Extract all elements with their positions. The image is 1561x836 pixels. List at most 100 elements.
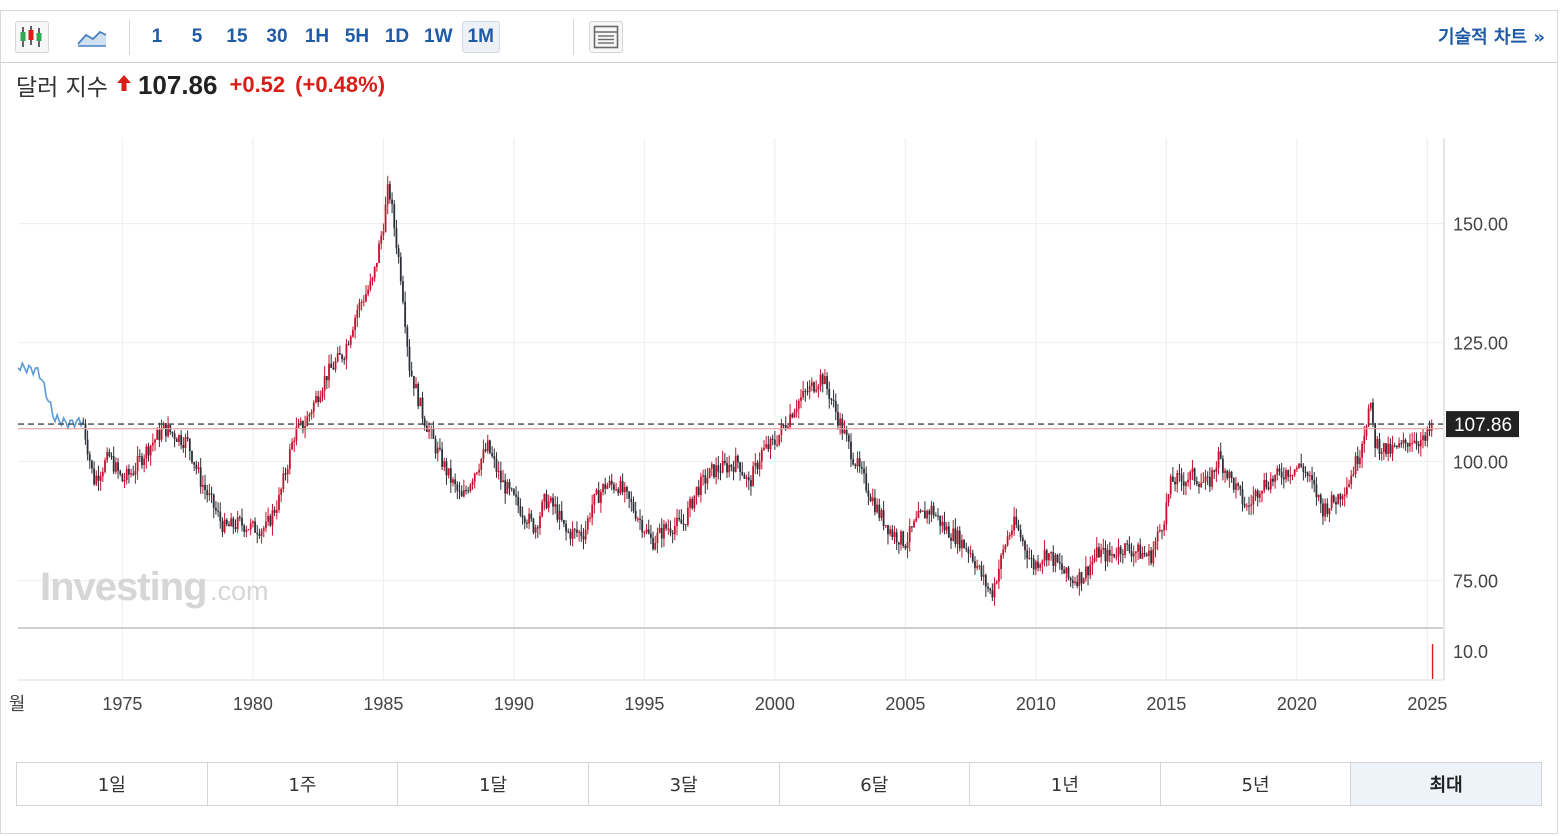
candle-body: [958, 530, 961, 549]
candle-body: [739, 462, 741, 473]
candle-body: [726, 463, 728, 473]
candle-body: [312, 402, 315, 412]
interval-1m[interactable]: 1M: [461, 21, 500, 53]
candle-body: [554, 504, 557, 507]
candle-body: [1178, 473, 1181, 475]
period-button[interactable]: 1년: [970, 763, 1161, 805]
candle-body: [1293, 469, 1296, 475]
interval-1w[interactable]: 1W: [424, 26, 453, 47]
candle-body: [310, 411, 313, 415]
candle-body: [871, 497, 874, 502]
candle-body: [850, 441, 852, 460]
candle-body: [965, 547, 968, 550]
candle-body: [1028, 557, 1031, 559]
candle-body: [354, 317, 357, 330]
candle-body: [632, 502, 635, 511]
candle-body: [1335, 501, 1337, 505]
candle-body: [1004, 545, 1007, 550]
period-button[interactable]: 1주: [208, 763, 399, 805]
candle-body: [578, 531, 581, 533]
candle-body: [504, 480, 507, 494]
candle-body: [917, 510, 920, 519]
period-button[interactable]: 6달: [780, 763, 971, 805]
period-button[interactable]: 1달: [398, 763, 589, 805]
interval-5h[interactable]: 5H: [344, 26, 370, 47]
watermark-brand: Investing: [40, 565, 207, 609]
candle-body: [204, 484, 206, 491]
interval-1h[interactable]: 1H: [304, 26, 330, 47]
candle-body: [215, 507, 217, 511]
candle-body: [619, 480, 622, 494]
candlestick-icon[interactable]: [15, 21, 49, 53]
candle-body: [758, 461, 761, 470]
candle-body: [110, 455, 113, 457]
technical-chart-link[interactable]: 기술적 차트 »: [1438, 27, 1545, 48]
candle-body: [321, 390, 324, 398]
period-button[interactable]: 최대: [1351, 763, 1541, 805]
candle-body: [360, 301, 363, 303]
candle-body: [386, 184, 389, 205]
candle-body: [515, 494, 517, 497]
candle-body: [589, 517, 591, 519]
candle-body: [952, 528, 955, 541]
candle-body: [1230, 471, 1233, 479]
candle-body: [1278, 468, 1281, 472]
layout-icon[interactable]: [589, 21, 623, 53]
candle-body: [1311, 475, 1313, 481]
candle-body: [1245, 505, 1248, 507]
candle-body: [367, 289, 370, 295]
candle-body: [1419, 440, 1422, 447]
investing-watermark: Investing .com: [40, 565, 269, 609]
candle-body: [1235, 483, 1237, 490]
candle-body: [523, 517, 526, 523]
candle-body: [891, 529, 894, 538]
period-button[interactable]: 3달: [589, 763, 780, 805]
candle-body: [502, 480, 504, 483]
candle-body: [880, 510, 883, 518]
candle-body: [780, 425, 783, 435]
interval-30[interactable]: 30: [266, 26, 288, 47]
candle-body: [1052, 551, 1055, 566]
area-chart-icon[interactable]: [75, 21, 109, 53]
interval-1d[interactable]: 1D: [384, 26, 410, 47]
candle-body: [412, 376, 415, 389]
candle-body: [639, 518, 641, 520]
candle-body: [643, 532, 646, 534]
candle-body: [930, 505, 933, 515]
candle-body: [108, 451, 111, 456]
candle-body: [288, 449, 291, 469]
candle-body: [576, 529, 578, 533]
candle-body: [613, 484, 615, 490]
period-button[interactable]: 1일: [17, 763, 208, 805]
candle-body: [680, 519, 683, 524]
candle-body: [1145, 554, 1148, 556]
candle-body: [730, 464, 733, 467]
candle-body: [375, 262, 378, 267]
period-button[interactable]: 5년: [1161, 763, 1352, 805]
candle-body: [1137, 544, 1139, 552]
interval-1[interactable]: 1: [151, 26, 163, 47]
candle-body: [567, 531, 570, 533]
x-tick-label: 월: [9, 694, 26, 714]
candle-body: [615, 489, 617, 491]
price-chart[interactable]: Investing .com 월 1975 1980 1985 1990 1995 2000…: [0, 0, 1561, 760]
candle-body: [417, 383, 420, 407]
candle-body: [856, 458, 859, 467]
candle-body: [919, 510, 922, 512]
candle-body: [599, 492, 602, 503]
x-axis-labels: 월 1975 1980 1985 1990 1995 2000 2005 2010 2015 202…: [9, 694, 1448, 714]
candle-body: [162, 423, 165, 429]
candle-body: [967, 549, 970, 554]
interval-15[interactable]: 15: [226, 26, 248, 47]
candle-body: [610, 480, 613, 485]
candle-body: [628, 491, 631, 499]
quote-header: 달러 지수 107.86 +0.52 (+0.48%): [16, 68, 385, 102]
candle-body: [1265, 480, 1268, 488]
candle-body: [980, 565, 983, 577]
candle-body: [660, 527, 663, 539]
interval-5[interactable]: 5: [191, 26, 203, 47]
candle-body: [247, 529, 250, 531]
candle-body: [728, 464, 731, 473]
candle-body: [1395, 445, 1398, 448]
candle-body: [750, 480, 752, 487]
